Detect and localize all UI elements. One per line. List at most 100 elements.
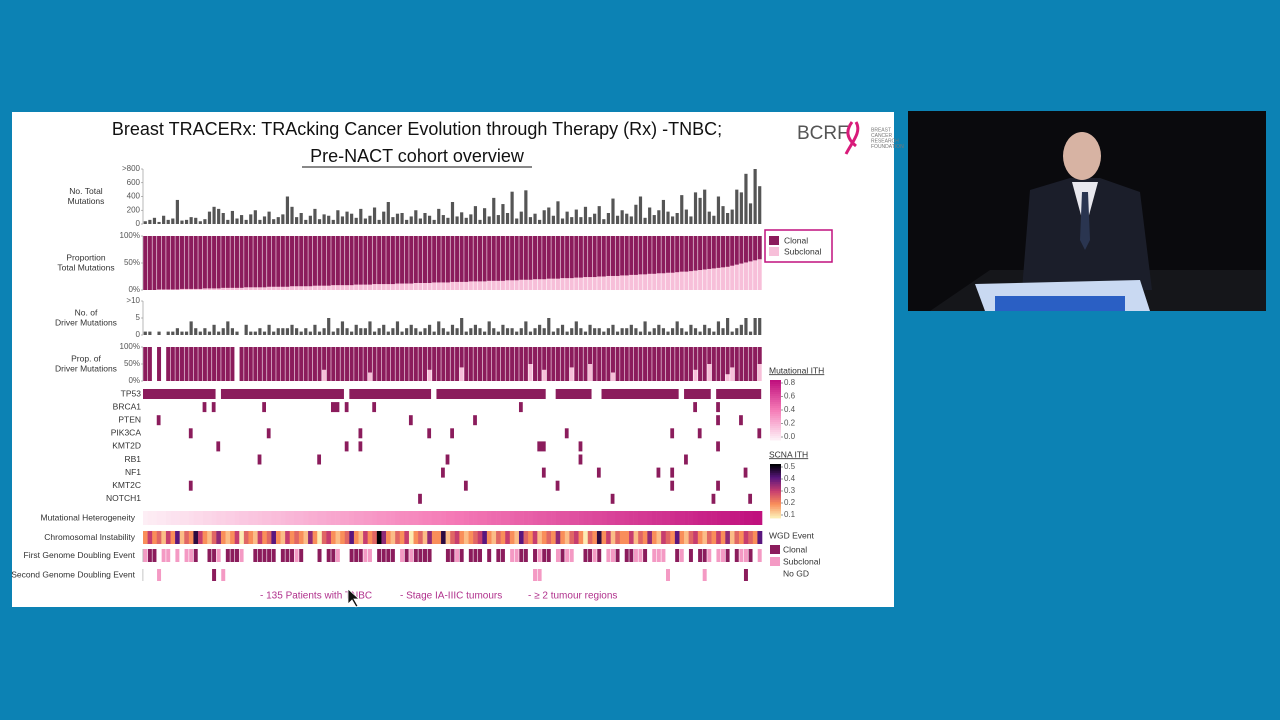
bar: [583, 331, 588, 335]
clonal-bar: [285, 347, 290, 381]
bar: [551, 215, 555, 224]
event-cell: [702, 569, 707, 581]
heat-cell: [578, 511, 584, 525]
clonal-bar: [487, 347, 492, 381]
event-cell: [688, 549, 693, 562]
bar: [350, 213, 354, 224]
clonal-bar: [624, 236, 629, 276]
clonal-bar: [528, 347, 533, 364]
bar: [473, 206, 478, 224]
legend-label: Clonal: [783, 544, 807, 554]
event-cell: [345, 549, 350, 562]
event-cell: [436, 549, 441, 562]
colorbar-cell: [770, 416, 781, 419]
mutation: [262, 402, 266, 413]
event-cell: [468, 569, 473, 581]
heat-cell: [243, 511, 249, 525]
heat-cell: [491, 511, 497, 525]
bar: [354, 217, 358, 224]
heat-cell: [248, 531, 254, 544]
clonal-bar: [244, 347, 249, 381]
clonal-bar: [322, 236, 327, 286]
bar: [336, 328, 340, 335]
bar: [496, 215, 500, 224]
clonal-bar: [404, 236, 409, 284]
event-cell: [166, 549, 171, 562]
heat-cell: [638, 511, 644, 525]
clonal-bar: [367, 347, 372, 373]
clonal-bar: [276, 347, 281, 381]
clonal-bar: [537, 236, 542, 280]
heat-cell: [372, 531, 378, 544]
heat-cell: [500, 511, 506, 525]
clonal-bar: [152, 236, 157, 290]
clonal-bar: [358, 236, 363, 285]
event-cell: [656, 549, 661, 562]
colorbar-cell: [770, 505, 781, 508]
mutation: [564, 428, 569, 439]
clonal-bar: [670, 347, 675, 381]
bar: [726, 213, 730, 224]
event-cell: [565, 549, 570, 562]
heat-cell: [211, 511, 217, 525]
bar: [505, 213, 510, 224]
clonal-bar: [345, 236, 350, 286]
clonal-bar: [427, 236, 432, 283]
bar: [620, 210, 624, 224]
event-cell: [235, 549, 239, 562]
cursor: [347, 588, 361, 608]
legend-swatch: [770, 557, 780, 566]
clonal-bar: [560, 236, 565, 279]
heat-cell: [285, 531, 291, 544]
event-cell: [235, 569, 239, 581]
clonal-bar: [340, 347, 345, 381]
clonal-bar: [597, 236, 602, 277]
bar: [684, 331, 688, 335]
clonal-bar: [629, 347, 634, 381]
bar: [395, 321, 400, 335]
head: [1063, 132, 1101, 180]
bar: [317, 219, 322, 224]
bar: [739, 324, 743, 335]
colorbar-tick-label: 0.0: [784, 432, 796, 441]
clonal-bar: [730, 236, 735, 266]
event-cell: [377, 569, 382, 581]
bar: [703, 189, 707, 224]
colorbar-cell: [770, 465, 781, 468]
bar: [744, 318, 748, 335]
clonal-bar: [257, 347, 262, 381]
colorbar-cell: [770, 432, 781, 435]
bar: [455, 328, 459, 335]
clonal-bar: [478, 347, 483, 381]
heat-cell: [431, 511, 437, 525]
heat-cell: [436, 511, 442, 525]
heat-cell: [253, 531, 258, 544]
event-cell: [698, 569, 703, 581]
clonal-bar: [675, 236, 680, 273]
y-tick-label: 200: [127, 205, 141, 214]
heat-cell: [193, 511, 199, 525]
event-cell: [280, 569, 285, 581]
bar: [758, 186, 762, 224]
clonal-bar: [294, 236, 299, 287]
event-cell: [422, 569, 427, 581]
clonal-bar: [519, 236, 524, 280]
clonal-bar: [381, 347, 386, 381]
clonal-bar: [542, 347, 547, 370]
clonal-bar: [679, 236, 684, 272]
event-cell: [294, 569, 299, 581]
event-cell: [303, 549, 308, 562]
bar: [432, 219, 436, 224]
heat-cell: [340, 511, 346, 525]
bar: [597, 328, 601, 335]
mutation: [445, 454, 450, 465]
heat-cell: [739, 531, 744, 544]
clonal-bar: [147, 347, 152, 381]
event-cell: [537, 549, 542, 562]
podium-light: [995, 296, 1125, 311]
mutation: [450, 428, 454, 439]
colorbar-tick-label: 0.1: [784, 510, 796, 519]
gene-label: PTEN: [118, 414, 141, 424]
event-cell: [652, 569, 657, 581]
colorbar-title: Mutational ITH: [769, 365, 824, 375]
